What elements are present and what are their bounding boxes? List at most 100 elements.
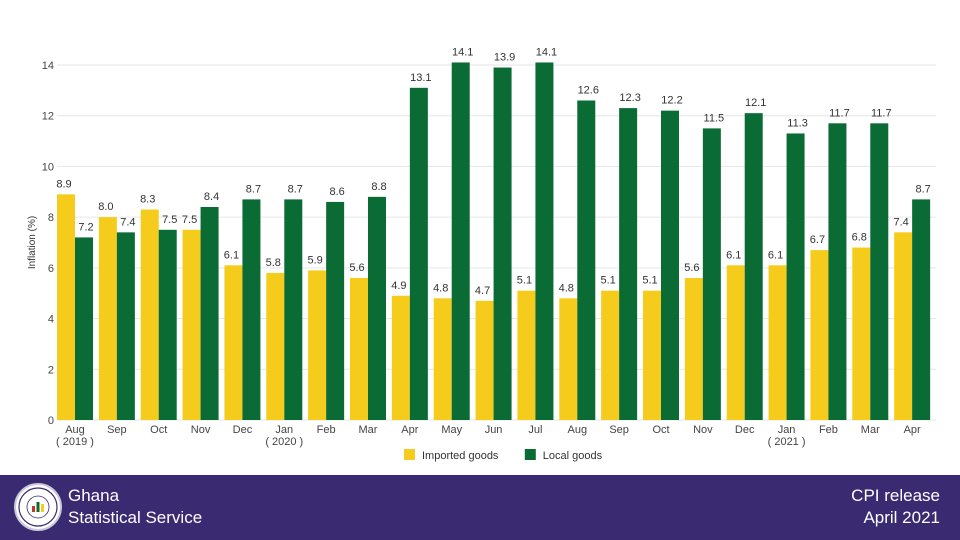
data-label-imported-goods: 8.0 [98,201,113,213]
data-label-imported-goods: 6.8 [852,232,867,244]
bar-imported-goods [224,265,243,420]
bar-imported-goods [684,278,703,420]
bar-local-goods [75,237,93,420]
data-label-imported-goods: 5.1 [517,275,532,287]
inflation-chart: 0 2 4 6 8 10 12 14 Inflation (%) 8.9 7.2 Aug 8.0 7.4 S… [27,46,936,462]
bar-imported-goods [391,295,410,420]
x-tick-label: Feb [819,424,838,436]
bar-local-goods [284,199,303,420]
data-label-imported-goods: 6.1 [726,249,741,261]
data-label-local-goods: 7.5 [162,214,177,226]
data-label-local-goods: 13.1 [410,72,431,84]
bar-local-goods [326,201,345,420]
data-label-imported-goods: 8.9 [56,178,71,190]
footer-bar: Ghana Statistical Service CPI release Ap… [0,475,960,540]
bar-imported-goods [98,217,117,420]
data-label-imported-goods: 5.6 [349,262,364,274]
x-tick-label: Nov [693,424,713,436]
data-label-local-goods: 11.7 [871,107,892,119]
bar-imported-goods [852,247,871,420]
bar-imported-goods [601,290,620,420]
data-label-local-goods: 13.9 [494,52,515,64]
bar-local-goods [828,123,847,421]
bar-imported-goods [308,270,327,420]
bar-imported-goods [894,232,913,420]
bar-local-goods [158,229,177,420]
y-axis-label: Inflation (%) [27,216,38,269]
data-label-local-goods: 14.1 [452,46,473,58]
org-name-line1: Ghana [68,486,120,505]
bar-imported-goods [266,272,285,420]
x-tick-label: Aug [567,424,587,436]
data-label-local-goods: 8.4 [204,191,219,203]
x-tick-label: May [441,424,462,436]
data-label-local-goods: 11.3 [787,117,808,129]
x-year-label: ( 2020 ) [265,436,303,448]
bar-local-goods [786,133,805,420]
bar-imported-goods [433,298,452,420]
y-tick-label: 6 [48,263,54,275]
y-tick-label: 8 [48,212,54,224]
data-label-local-goods: 12.2 [661,95,682,107]
x-year-label: ( 2021 ) [768,436,806,448]
y-tick-label: 10 [42,161,54,173]
bar-local-goods [493,67,512,421]
x-tick-label: Apr [401,424,418,436]
bar-local-goods [200,207,219,420]
legend-swatch-local-goods [524,449,536,460]
bar-local-goods [116,232,135,420]
bar-imported-goods [475,300,494,420]
y-tick-label: 14 [42,60,54,72]
chart-svg: 0 2 4 6 8 10 12 14 Inflation (%) 8.9 7.2 Aug 8.0 7.4 S… [27,46,936,462]
bar-local-goods [409,87,428,421]
x-tick-label: Feb [317,424,336,436]
x-tick-label: Sep [107,424,127,436]
data-label-local-goods: 12.3 [619,92,640,104]
x-tick-label: Oct [652,424,669,436]
data-label-local-goods: 8.7 [288,183,303,195]
y-tick-label: 0 [48,415,54,427]
org-name-line2: Statistical Service [68,508,203,527]
data-label-imported-goods: 4.7 [475,285,490,297]
bar-local-goods [451,62,470,420]
bar-local-goods [912,199,931,420]
data-label-local-goods: 8.8 [371,181,386,193]
bar-imported-goods [768,265,787,420]
x-tick-label: Nov [191,424,211,436]
data-label-imported-goods: 8.3 [140,194,155,206]
x-tick-label: Jan [778,424,796,436]
y-tick-label: 12 [42,111,54,123]
x-tick-label: Sep [609,424,629,436]
data-label-imported-goods: 5.9 [307,254,322,266]
data-label-imported-goods: 5.6 [684,262,699,274]
bar-local-goods [619,108,638,420]
data-label-local-goods: 14.1 [536,46,557,58]
data-label-local-goods: 12.1 [745,97,766,109]
y-tick-label: 2 [48,364,54,376]
data-label-local-goods: 7.2 [78,221,93,233]
x-tick-label: Apr [904,424,921,436]
bar-imported-goods [350,278,368,420]
data-label-imported-goods: 4.8 [433,282,448,294]
data-label-imported-goods: 5.1 [642,275,657,287]
bar-local-goods [368,196,386,420]
data-label-imported-goods: 5.8 [266,257,281,269]
legend-label-imported-goods: Imported goods [422,450,499,462]
x-tick-label: Mar [861,424,880,436]
data-label-imported-goods: 7.5 [182,214,197,226]
data-label-imported-goods: 4.9 [391,280,406,292]
bar-imported-goods [182,229,201,420]
data-label-local-goods: 8.6 [329,186,344,198]
data-label-imported-goods: 7.4 [893,216,908,228]
bar-local-goods [870,123,889,421]
x-tick-label: Oct [150,424,167,436]
bar-local-goods [661,110,679,421]
bar-local-goods [702,128,721,420]
y-tick-label: 4 [48,314,54,326]
x-tick-label: Aug [65,424,85,436]
organization-name: Ghana Statistical Service [68,485,202,529]
bar-imported-goods [559,298,578,420]
data-label-imported-goods: 6.1 [768,249,783,261]
data-label-imported-goods: 6.7 [810,234,825,246]
data-label-imported-goods: 4.8 [559,282,574,294]
